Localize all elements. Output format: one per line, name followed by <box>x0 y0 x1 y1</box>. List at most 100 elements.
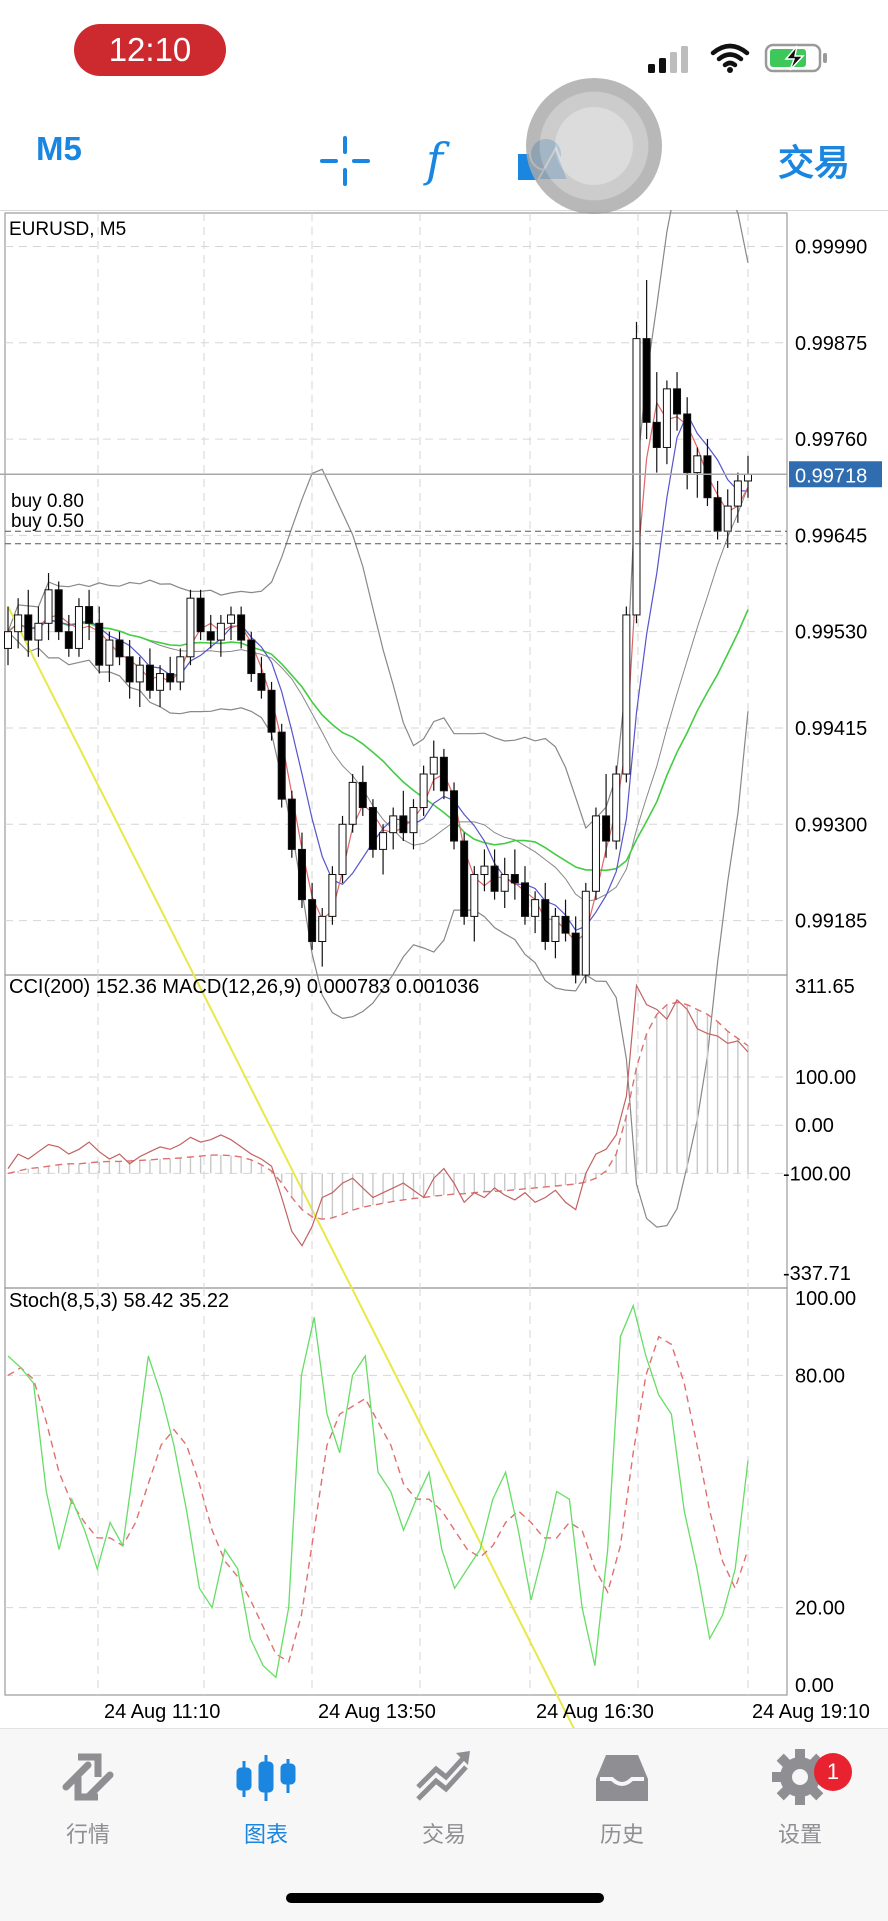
trade-trend-icon <box>416 1751 470 1801</box>
price-chart[interactable]: 0.99718 EURUSD, M5 CCI(200) 152.36 MACD(… <box>0 210 888 1728</box>
function-icon[interactable]: f <box>420 132 460 188</box>
candle-body-48 <box>490 865 499 892</box>
timeframe-button[interactable]: M5 <box>36 130 82 167</box>
candle-body-35 <box>358 781 367 809</box>
panel-frame-2 <box>4 974 788 1289</box>
candle-body-29 <box>297 848 306 901</box>
ma-yellow <box>7 606 575 1728</box>
candle-body-62 <box>632 338 641 616</box>
stoch-panel <box>7 1303 749 1679</box>
time-label-1: 24 Aug 13:50 <box>318 1701 436 1723</box>
chart-labels: EURUSD, M5 CCI(200) 152.36 MACD(12,26,9)… <box>9 219 870 1723</box>
price-tick-0: 0.99990 <box>795 236 867 258</box>
candle-body-63 <box>642 338 651 423</box>
candle-body-3 <box>34 622 43 641</box>
tab-chart[interactable]: 图表 <box>178 1729 354 1859</box>
price-tick-4: 0.99530 <box>795 622 867 644</box>
candle-body-53 <box>541 899 550 943</box>
candle-body-20 <box>206 631 215 641</box>
candle-body-9 <box>95 622 104 666</box>
cci-tick-0: 311.65 <box>795 976 855 998</box>
order-label-1: buy 0.80 <box>11 491 84 512</box>
candle-body-45 <box>460 840 469 917</box>
stoch-tick-0: 100.00 <box>795 1288 856 1310</box>
candle-body-23 <box>237 614 246 641</box>
crosshair-icon[interactable] <box>320 136 370 186</box>
candle-body-0 <box>4 631 12 649</box>
cci-line <box>7 983 749 1247</box>
candle-body-28 <box>287 798 296 850</box>
price-tick-5: 0.99415 <box>795 718 867 740</box>
tab-history[interactable]: 历史 <box>534 1729 710 1859</box>
bollinger-lower <box>7 631 749 1228</box>
candle-body-15 <box>156 673 165 691</box>
candle-body-14 <box>145 664 154 691</box>
stoch-tick-1: 80.00 <box>795 1365 845 1387</box>
candle-body-10 <box>105 639 114 666</box>
candle-body-24 <box>247 639 256 675</box>
home-indicator <box>286 1893 604 1903</box>
tab-settings[interactable]: 设置 <box>712 1729 888 1859</box>
time-label-0: 24 Aug 11:10 <box>104 1701 220 1723</box>
candle-body-37 <box>379 832 388 850</box>
candle-body-41 <box>419 773 428 809</box>
time-label-3: 24 Aug 19:10 <box>752 1701 870 1723</box>
candle-body-42 <box>429 756 438 775</box>
candle-body-58 <box>591 815 600 892</box>
chart-symbol-title: EURUSD, M5 <box>9 219 126 240</box>
candle-body-67 <box>683 413 692 474</box>
panel-frame-3 <box>4 1287 788 1696</box>
cci-tick-3: -100.00 <box>783 1163 851 1185</box>
candle-body-72 <box>733 480 742 507</box>
candle-body-17 <box>176 656 185 683</box>
tab-quotes-label: 行情 <box>65 1822 110 1847</box>
tab-history-label: 历史 <box>599 1822 644 1847</box>
order-lines: 0.99718 <box>0 461 882 545</box>
tab-quotes[interactable]: 行情 <box>0 1729 176 1859</box>
cci-tick-4: -337.71 <box>783 1263 851 1285</box>
ma-blue <box>7 412 749 932</box>
candle-body-50 <box>510 874 519 884</box>
status-time[interactable]: 12:10 <box>74 24 226 76</box>
candle-body-52 <box>531 899 540 917</box>
candle-body-16 <box>166 673 175 683</box>
candle-body-13 <box>135 664 144 683</box>
trade-button[interactable]: 交易 <box>778 142 851 183</box>
candle-body-70 <box>713 497 722 532</box>
candle-body-47 <box>480 865 489 876</box>
candle-body-25 <box>257 673 266 691</box>
tab-chart-label: 图表 <box>243 1822 288 1847</box>
candle-body-73 <box>744 473 752 482</box>
candle-body-18 <box>186 597 195 658</box>
tab-trade-label: 交易 <box>421 1822 466 1847</box>
candle-body-69 <box>703 455 712 499</box>
candle-body-4 <box>44 589 53 624</box>
assistive-touch-button[interactable] <box>526 78 662 214</box>
current-price-label: 0.99718 <box>795 465 867 487</box>
candles <box>4 279 752 984</box>
history-inbox-icon <box>596 1755 648 1801</box>
candle-body-12 <box>125 656 134 683</box>
chart-candles-icon <box>236 1755 296 1801</box>
candle-body-31 <box>318 915 327 943</box>
status-bar: 12:10 <box>0 0 888 100</box>
candle-body-32 <box>328 874 337 917</box>
settings-badge: 1 <box>814 1753 852 1791</box>
indicator2-title: Stoch(8,5,3) 58.42 35.22 <box>9 1290 229 1312</box>
candle-body-33 <box>338 823 347 876</box>
candle-body-21 <box>216 622 225 641</box>
candle-body-43 <box>439 756 448 792</box>
tab-trade[interactable]: 交易 <box>356 1729 532 1859</box>
panel-frame-1 <box>4 212 788 976</box>
candle-body-5 <box>54 589 63 633</box>
chart-frames <box>4 212 788 1696</box>
chart-toolbar: M5 f 交易 <box>0 100 888 211</box>
candle-body-57 <box>581 890 590 976</box>
candle-body-39 <box>399 815 408 834</box>
candle-body-51 <box>520 882 529 917</box>
price-tick-1: 0.99875 <box>795 333 867 355</box>
candle-body-30 <box>308 899 317 943</box>
candle-body-27 <box>277 731 286 800</box>
price-tick-7: 0.99185 <box>795 911 867 933</box>
macd-signal-line <box>7 1001 749 1220</box>
